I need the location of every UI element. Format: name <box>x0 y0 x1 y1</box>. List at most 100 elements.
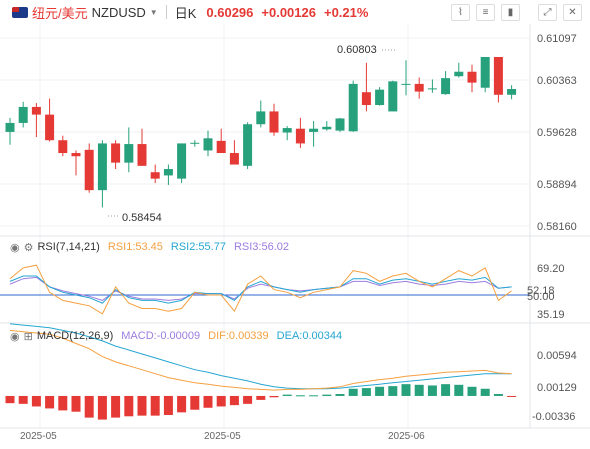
candle-body <box>216 140 226 154</box>
price-label: 0.58894 <box>537 179 577 191</box>
candle-style-icon[interactable]: ▮ <box>501 4 520 21</box>
candle-body <box>480 57 490 88</box>
macd-bar <box>229 395 239 406</box>
macd-bar <box>361 388 371 396</box>
candle-body <box>190 142 200 144</box>
candle-body <box>282 128 292 133</box>
macd-bar <box>309 395 319 397</box>
macd-bar <box>295 395 305 397</box>
macd-bar <box>427 385 437 396</box>
candle-body <box>375 89 385 106</box>
macd-bar <box>322 394 332 396</box>
rsi2-line <box>9 275 512 304</box>
price-label: 0.59628 <box>537 127 577 139</box>
macd-bar <box>243 395 253 404</box>
macd-bar <box>401 384 411 396</box>
macd-header: ◉ ⊞ MACD(12,26,9) MACD:-0.00009 DIF:0.00… <box>0 328 350 344</box>
macd-bar <box>190 395 200 410</box>
macd-bar <box>454 384 464 396</box>
candle-body <box>269 111 279 133</box>
gear-icon[interactable]: ⚙ <box>23 241 34 254</box>
macd-bar <box>150 395 160 416</box>
rsi-label: 52.18 <box>527 285 555 297</box>
macd-bar <box>45 395 55 409</box>
candle-body <box>256 111 266 125</box>
macd-bar <box>256 395 266 400</box>
macd-bar <box>71 395 81 412</box>
expand-icon[interactable]: ⤢ <box>538 4 557 21</box>
candle-body <box>58 140 68 154</box>
macd-bar <box>163 395 173 415</box>
checkbox-icon[interactable]: ⊞ <box>23 330 33 343</box>
macd-bar <box>467 386 477 396</box>
macd-value: MACD:-0.00009 <box>121 330 201 342</box>
candle-body <box>243 124 253 166</box>
symbol-label[interactable]: NZDUSD <box>91 4 146 20</box>
candle-body <box>361 92 371 106</box>
rsi-label: 69.20 <box>537 263 565 275</box>
price-label: 0.60363 <box>537 75 577 87</box>
macd-bar <box>216 395 226 407</box>
rsi1-value: RSI1:53.45 <box>107 241 163 253</box>
candle-body <box>454 71 464 77</box>
chart-type-icon[interactable]: ⌇ <box>451 4 470 21</box>
candle-body <box>414 83 424 92</box>
pair-name-cn[interactable]: 纽元/美元 <box>32 5 88 21</box>
candle-body <box>150 172 160 179</box>
candle-body <box>507 89 517 95</box>
chart-header: 纽元/美元 NZDUSD ▼ 日K 0.60296 +0.00126 +0.21… <box>0 0 590 24</box>
candle-body <box>229 153 239 165</box>
macd-bar <box>137 395 147 416</box>
macd-bar <box>111 395 121 418</box>
macd-bar <box>58 395 68 411</box>
macd-bar <box>269 395 279 398</box>
price-change-pct: +0.21% <box>323 4 369 20</box>
rsi-label: 35.19 <box>537 309 565 321</box>
macd-label: 0.00594 <box>537 350 577 362</box>
candle-body <box>203 138 213 151</box>
macd-bar <box>375 386 385 396</box>
candle-body <box>493 57 503 95</box>
macd-bar <box>388 386 398 396</box>
candle-body <box>467 71 477 83</box>
dif-line <box>9 329 512 391</box>
candle-body <box>348 83 358 132</box>
macd-bar <box>414 384 424 396</box>
rsi-header: ◉ ⚙ RSI(7,14,21) RSI1:53.45 RSI2:55.77 R… <box>0 239 297 255</box>
dea-value: DEA:0.00344 <box>276 330 343 342</box>
macd-bar <box>203 395 213 408</box>
price-change: +0.00126 <box>261 4 316 20</box>
candle-body <box>18 106 28 123</box>
rsi-label: 50.00 <box>527 291 555 303</box>
price-label: 0.58160 <box>537 221 577 233</box>
last-price: 0.60296 <box>206 4 254 20</box>
candle-body <box>388 81 398 112</box>
macd-bar <box>5 395 15 404</box>
eye-icon[interactable]: ◉ <box>10 241 20 254</box>
dea-line <box>9 323 512 390</box>
x-axis-label: 2025-06 <box>388 431 425 442</box>
timeframe-selector[interactable]: 日K <box>174 5 197 21</box>
candle-body <box>124 144 134 163</box>
rsi-title: RSI(7,14,21) <box>37 241 100 253</box>
high-annotation: 0.60803 <box>337 44 377 56</box>
candle-body <box>163 169 173 176</box>
macd-bar <box>97 395 107 420</box>
rsi2-value: RSI2:55.77 <box>170 241 226 253</box>
nz-flag-icon <box>12 6 28 18</box>
candle-body <box>295 128 305 144</box>
close-icon[interactable]: ✕ <box>563 4 582 21</box>
candle-body <box>137 144 147 166</box>
macd-bar <box>124 395 134 417</box>
candle-body <box>71 153 81 157</box>
eye-icon[interactable]: ◉ <box>10 330 20 343</box>
settings-icon[interactable]: ≡ <box>476 4 495 21</box>
candle-body <box>427 88 437 90</box>
candle-body <box>31 106 41 115</box>
price-label: 0.61097 <box>537 33 577 45</box>
dropdown-caret-icon[interactable]: ▼ <box>149 7 158 17</box>
macd-bar <box>18 395 28 404</box>
candle-body <box>401 83 411 85</box>
candle-body <box>177 143 187 179</box>
